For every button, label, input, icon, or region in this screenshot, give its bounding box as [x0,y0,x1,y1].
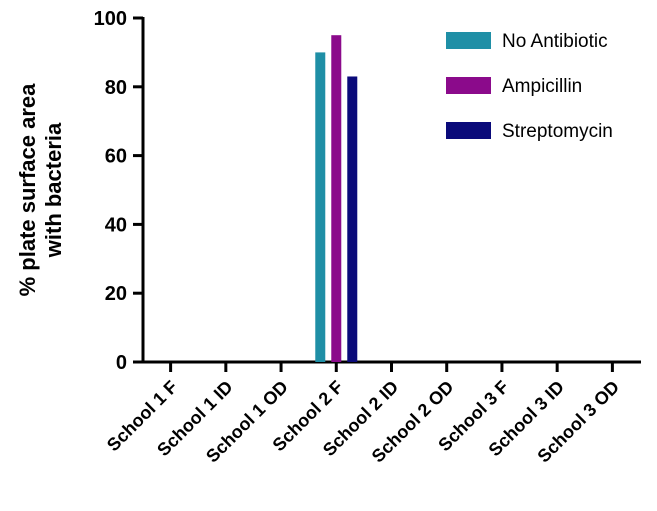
y-axis-title-line: % plate surface area [15,83,40,297]
y-tick-label: 40 [105,214,127,236]
legend-label: Streptomycin [502,121,613,142]
legend-swatch [446,122,491,139]
bar-ampicillin [331,35,342,362]
legend-label: No Antibiotic [502,31,608,52]
legend-swatch [446,32,491,49]
legend-swatch [446,77,491,94]
y-axis-title: % plate surface areawith bacteria [15,83,66,297]
y-tick-label: 80 [105,77,127,99]
y-axis: 0 20 40 60 80 100 [94,8,145,374]
bar-no-antibiotic [315,52,326,363]
y-axis-label: % plate surface areawith bacteria [15,83,66,297]
bar-streptomycin [347,76,358,362]
legend: No Antibiotic Ampicillin Streptomycin [446,31,613,142]
y-tick-label: 20 [105,283,127,305]
bars [315,35,358,363]
y-tick-label: 60 [105,146,127,168]
y-axis-title-line: with bacteria [41,122,66,258]
y-tick-label: 100 [94,8,127,30]
y-tick-label: 0 [116,352,127,374]
legend-label: Ampicillin [502,76,582,97]
